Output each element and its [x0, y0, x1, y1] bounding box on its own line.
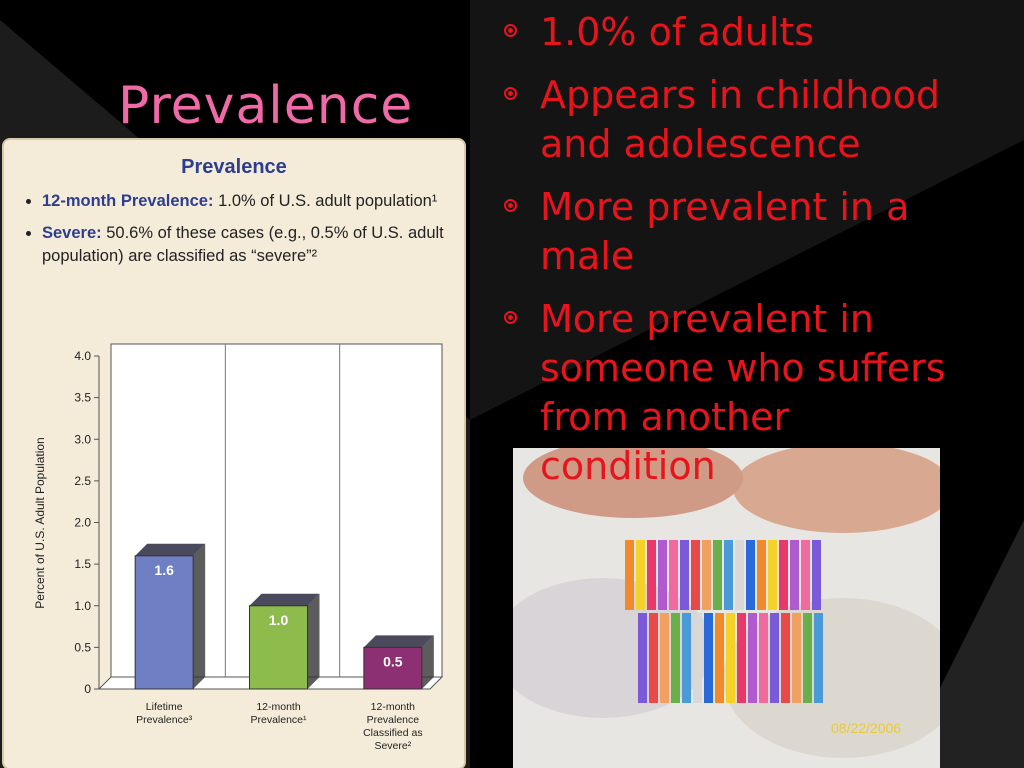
crayon: [746, 540, 755, 610]
x-tick-label: 12-month Prevalence Classified as Severe…: [363, 701, 423, 752]
crayon: [759, 613, 768, 703]
crayon: [660, 613, 669, 703]
bullet-list: 1.0% of adults Appears in childhood and a…: [500, 8, 955, 505]
note-label: 12-month Prevalence:: [42, 192, 214, 210]
crayon: [702, 540, 711, 610]
crayon: [768, 540, 777, 610]
bar-side: [421, 635, 434, 689]
note-label: Severe:: [42, 224, 102, 242]
bar: [249, 605, 308, 690]
crayon: [779, 540, 788, 610]
y-tick-label: 1.5: [74, 557, 91, 571]
y-tick-label: 4.0: [74, 349, 91, 363]
bar-top: [135, 543, 206, 556]
crayon: [625, 540, 634, 610]
crayon: [724, 540, 733, 610]
bar-value-label: 1.6: [154, 562, 174, 578]
bar-top: [249, 593, 320, 606]
crayon: [735, 540, 744, 610]
figure: Prevalence 12-month Prevalence: 1.0% of …: [2, 138, 466, 768]
crayon: [636, 540, 645, 610]
chart: 0 0.5 1.0 1.5 2.0 2.5 3.0 3.5 4.0 Percent of U.S.…: [33, 343, 444, 695]
crayon: [638, 613, 647, 703]
crayon: [790, 540, 799, 610]
photo-timestamp: 08/22/2006: [831, 720, 901, 736]
crayon: [792, 613, 801, 703]
crayon: [704, 613, 713, 703]
note: Severe: 50.6% of these cases (e.g., 0.5%…: [42, 222, 452, 268]
crayon: [737, 613, 746, 703]
crayon: [691, 540, 700, 610]
y-tick-label: 3.0: [74, 432, 91, 446]
y-axis-label: Percent of U.S. Adult Population: [33, 437, 47, 608]
bar-top: [363, 635, 434, 648]
crayon: [803, 613, 812, 703]
note-text: 1.0% of U.S. adult population¹: [218, 192, 438, 210]
bar-value-label: 1.0: [269, 612, 289, 628]
crayon: [715, 613, 724, 703]
crayon: [770, 613, 779, 703]
figure-notes: 12-month Prevalence: 1.0% of U.S. adult …: [18, 190, 452, 277]
y-tick-label: 2.5: [74, 474, 91, 488]
figure-title: Prevalence: [181, 156, 287, 178]
crayon: [726, 613, 735, 703]
y-tick-label: 0: [84, 682, 91, 695]
crayon: [682, 613, 691, 703]
note: 12-month Prevalence: 1.0% of U.S. adult …: [42, 190, 452, 213]
crayon: [649, 613, 658, 703]
slide-title: Prevalence: [118, 76, 414, 136]
bar-side: [307, 593, 320, 689]
bullet: More prevalent in someone who suffers fr…: [500, 295, 955, 491]
x-tick-label: Lifetime Prevalence³: [136, 701, 193, 726]
crayon: [658, 540, 667, 610]
crayon: [757, 540, 766, 610]
photo-image: 08/22/2006: [493, 438, 963, 768]
crayon: [693, 613, 702, 703]
crayon: [801, 540, 810, 610]
bar-value-label: 0.5: [383, 653, 403, 669]
note-text: 50.6% of these cases (e.g., 0.5% of U.S.…: [42, 224, 444, 265]
bar: [363, 646, 423, 690]
y-tick-label: 0.5: [74, 640, 91, 654]
bullet: Appears in childhood and adolescence: [500, 71, 955, 169]
y-tick-label: 3.5: [74, 391, 91, 405]
crayon: [647, 540, 656, 610]
bullet: 1.0% of adults: [500, 8, 955, 57]
y-tick-label: 1.0: [74, 599, 91, 613]
bar-side: [193, 543, 206, 689]
bullet: More prevalent in a male: [500, 183, 955, 281]
y-tick-label: 2.0: [74, 516, 91, 530]
crayon: [812, 540, 821, 610]
crayon: [748, 613, 757, 703]
x-tick-label: 12-month Prevalence¹: [250, 701, 307, 726]
crayon: [671, 613, 680, 703]
crayon: [680, 540, 689, 610]
bar: [134, 555, 194, 690]
photo: 08/22/2006: [493, 438, 963, 768]
crayon: [713, 540, 722, 610]
crayon: [669, 540, 678, 610]
crayon: [781, 613, 790, 703]
crayon: [814, 613, 823, 703]
